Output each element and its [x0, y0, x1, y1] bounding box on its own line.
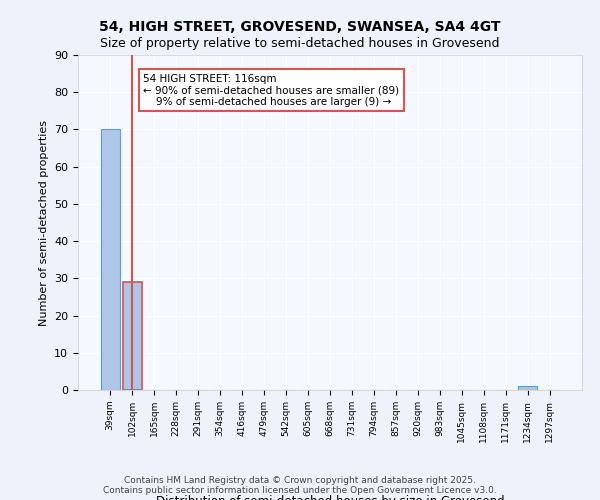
Y-axis label: Number of semi-detached properties: Number of semi-detached properties: [38, 120, 49, 326]
Text: 54, HIGH STREET, GROVESEND, SWANSEA, SA4 4GT: 54, HIGH STREET, GROVESEND, SWANSEA, SA4…: [99, 20, 501, 34]
Text: 54 HIGH STREET: 116sqm
← 90% of semi-detached houses are smaller (89)
    9% of : 54 HIGH STREET: 116sqm ← 90% of semi-det…: [143, 74, 400, 107]
Bar: [101, 130, 119, 390]
X-axis label: Distribution of semi-detached houses by size in Grovesend: Distribution of semi-detached houses by …: [155, 494, 505, 500]
Text: Contains HM Land Registry data © Crown copyright and database right 2025.
Contai: Contains HM Land Registry data © Crown c…: [103, 476, 497, 495]
Text: Size of property relative to semi-detached houses in Grovesend: Size of property relative to semi-detach…: [100, 38, 500, 51]
Bar: [518, 386, 537, 390]
Bar: [123, 282, 142, 390]
